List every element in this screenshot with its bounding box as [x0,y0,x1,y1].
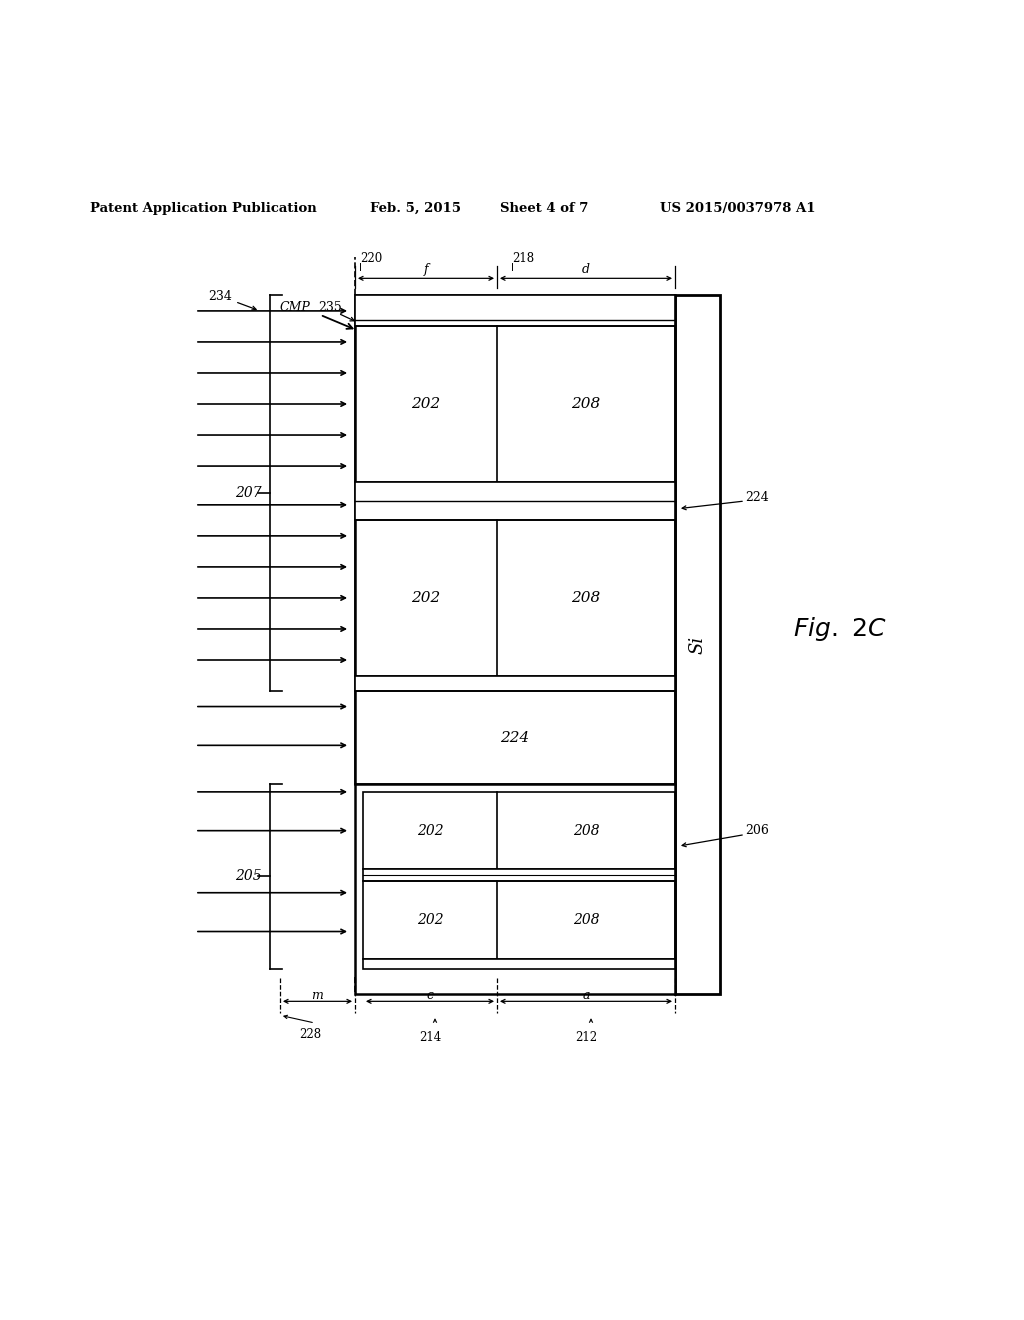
Text: 224: 224 [501,730,529,744]
Text: a: a [583,990,590,1002]
Text: Sheet 4 of 7: Sheet 4 of 7 [500,202,589,215]
Bar [355,676,675,692]
Bar [355,296,675,994]
Text: 220: 220 [360,252,382,264]
Text: 208: 208 [572,824,599,838]
Bar [355,520,675,676]
Text: 202: 202 [412,397,440,411]
Text: CMP: CMP [280,301,310,314]
Text: 224: 224 [745,491,769,504]
Text: 214: 214 [419,1031,441,1044]
Text: 202: 202 [417,824,443,838]
Text: 218: 218 [512,252,535,264]
Bar [355,482,675,520]
Bar [355,326,675,482]
Bar [675,296,720,994]
Text: 235: 235 [318,301,342,314]
Text: 202: 202 [412,591,440,605]
Text: US 2015/0037978 A1: US 2015/0037978 A1 [660,202,815,215]
Bar [362,880,675,958]
Text: 206: 206 [745,824,769,837]
Bar [362,870,675,880]
Bar [355,692,675,784]
Text: 208: 208 [571,591,601,605]
Text: f: f [424,263,428,276]
Bar [362,958,675,969]
Text: 212: 212 [574,1031,597,1044]
Text: c: c [427,990,433,1002]
Text: Patent Application Publication: Patent Application Publication [90,202,316,215]
Text: 208: 208 [571,397,601,411]
Text: 205: 205 [234,870,261,883]
Text: d: d [582,263,590,276]
Text: 208: 208 [572,913,599,927]
Bar [355,296,675,326]
Text: Feb. 5, 2015: Feb. 5, 2015 [370,202,461,215]
Text: 234: 234 [208,290,232,304]
Text: 202: 202 [417,913,443,927]
Text: 207: 207 [234,486,261,500]
Text: m: m [311,990,324,1002]
Bar [362,792,675,870]
Text: Si: Si [688,635,707,653]
Text: 228: 228 [299,1028,322,1041]
Text: $\it{Fig.\ 2C}$: $\it{Fig.\ 2C}$ [794,615,887,643]
